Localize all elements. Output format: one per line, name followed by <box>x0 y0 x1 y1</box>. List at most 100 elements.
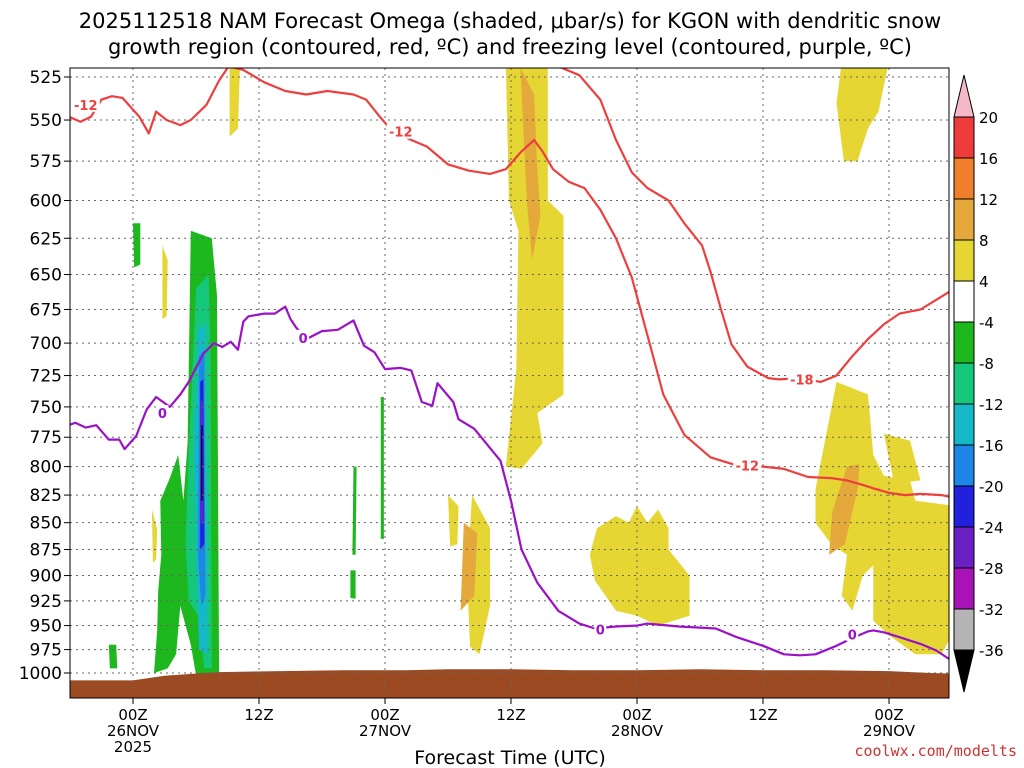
ytick-label-975: 975 <box>30 641 62 661</box>
contours <box>70 68 949 661</box>
y-axis: 525 550 575 600 625 650 675 700 725 750 775 800 825 8… <box>19 68 70 684</box>
ytick-label-700: 700 <box>30 334 62 354</box>
xtick-label-0-1: 00Z <box>118 706 147 724</box>
contour-label-4: 0 <box>158 407 167 422</box>
ytick-label-750: 750 <box>30 398 62 418</box>
plot-area: -12 -12 -18 -12 0 0 0 0 <box>69 67 950 699</box>
colorbar-swatch-10 <box>953 526 975 569</box>
ytick-label-525: 525 <box>30 68 62 88</box>
terrain <box>70 669 949 698</box>
xtick-label-48-2: 28NOV <box>611 722 664 740</box>
omega-region-neg36-25 <box>201 425 203 501</box>
contour-dgz_-12_upper <box>70 68 949 498</box>
ytick-label-875: 875 <box>30 540 62 560</box>
omega-region-4-8 <box>815 381 949 655</box>
colorbar-swatch-11 <box>953 567 975 610</box>
ytick-label-550: 550 <box>30 111 62 131</box>
colorbar-label-neg20: -20 <box>979 478 1004 496</box>
omega-region-8-10 <box>520 68 541 261</box>
contour-label-bg-0 <box>71 96 100 112</box>
ytick-label-725: 725 <box>30 367 62 387</box>
colorbar-swatch-4 <box>953 280 975 323</box>
omega-region-neg4-17 <box>352 466 357 555</box>
contour-label-bg-3 <box>733 457 762 473</box>
ytick-label-600: 600 <box>30 192 62 212</box>
colorbar-swatch-12 <box>953 608 975 651</box>
colorbar-label-4: 4 <box>979 273 989 291</box>
ytick-label-650: 650 <box>30 266 62 286</box>
xtick-label-24-1: 00Z <box>370 706 399 724</box>
contour-label-6: 0 <box>596 623 605 638</box>
xtick-label-72-1: 00Z <box>874 706 903 724</box>
ytick-label-950: 950 <box>30 617 62 637</box>
xtick-label-0-2: 26NOV <box>107 722 160 740</box>
ytick-label-625: 625 <box>30 229 62 249</box>
omega-region-8-11 <box>460 522 478 611</box>
contour-label-bg-1 <box>386 123 415 139</box>
terrain-surface <box>70 669 949 698</box>
xtick-label-72-2: 29NOV <box>863 722 916 740</box>
colorbar-label-neg32: -32 <box>979 601 1004 619</box>
omega-region-4-7 <box>836 68 888 162</box>
credit-text[interactable]: coolwx.com/modelts <box>854 742 1017 760</box>
omega-region-4-1 <box>162 245 168 319</box>
contour-label-5: 0 <box>299 332 308 347</box>
contour-dgz_-18 <box>559 68 949 383</box>
xtick-label-48-1: 00Z <box>622 706 651 724</box>
contour-label-bg-4 <box>156 405 169 421</box>
chart-title-line1: 2025112518 NAM Forecast Omega (shaded, μ… <box>79 9 941 33</box>
colorbar-label-neg12: -12 <box>979 396 1004 414</box>
colorbar-swatch-0 <box>953 116 975 159</box>
xtick-label-24-2: 27NOV <box>359 722 412 740</box>
ytick-label-900: 900 <box>30 567 62 587</box>
ytick-label-850: 850 <box>30 514 62 534</box>
colorbar-swatch-8 <box>953 444 975 487</box>
omega-region-8-12 <box>829 464 860 555</box>
ytick-label-575: 575 <box>30 152 62 172</box>
contour-label-7: 0 <box>848 628 857 643</box>
plot-frame <box>69 67 950 699</box>
colorbar-label-20: 20 <box>979 109 998 127</box>
colorbar-swatch-6 <box>953 362 975 405</box>
xtick-label-0-3: 2025 <box>114 738 152 756</box>
colorbar-swatch-7 <box>953 403 975 446</box>
colorbar: 20 16 12 8 4 -4 -8 -12 -16 -20 -24 -28 -32 -36 <box>953 74 1004 693</box>
contour-label-3: -12 <box>736 459 760 474</box>
colorbar-label-neg4: -4 <box>979 314 994 332</box>
xtick-label-36-1: 12Z <box>496 706 525 724</box>
chart-title-line2: growth region (contoured, red, ºC) and f… <box>108 35 912 59</box>
xtick-label-12-1: 12Z <box>244 706 273 724</box>
colorbar-bottom-arrow <box>953 649 975 693</box>
colorbar-swatch-3 <box>953 239 975 282</box>
omega-region-neg4-18 <box>380 397 384 539</box>
contour-label-2: -18 <box>790 373 814 388</box>
colorbar-swatch-1 <box>953 157 975 200</box>
x-axis-label: Forecast Time (UTC) <box>414 747 605 768</box>
colorbar-label-8: 8 <box>979 232 989 250</box>
colorbar-label-neg24: -24 <box>979 519 1004 537</box>
colorbar-swatch-5 <box>953 321 975 364</box>
xtick-label-60-1: 12Z <box>748 706 777 724</box>
contour-label-bg-2 <box>787 371 816 387</box>
colorbar-label-neg28: -28 <box>979 560 1004 578</box>
ytick-label-1000: 1000 <box>19 664 62 684</box>
omega-region-neg4-19 <box>350 570 356 599</box>
contour-fz_0 <box>70 305 949 661</box>
ytick-label-800: 800 <box>30 458 62 478</box>
contour-labels: -12 -12 -18 -12 0 0 0 0 <box>71 96 859 643</box>
contour-label-1: -12 <box>389 126 413 141</box>
contour-label-bg-5 <box>297 329 310 345</box>
omega-region-4-9 <box>883 433 921 484</box>
colorbar-label-neg36: -36 <box>979 642 1004 660</box>
omega-region-neg4-13 <box>133 223 141 268</box>
omega-region-neg4-14 <box>108 644 118 669</box>
omega-region-4-3 <box>448 495 459 547</box>
ytick-label-825: 825 <box>30 486 62 506</box>
colorbar-swatch-2 <box>953 198 975 241</box>
colorbar-swatch-9 <box>953 485 975 528</box>
omega-region-4-5 <box>505 68 564 469</box>
grid <box>70 68 949 698</box>
omega-region-4-0 <box>229 68 240 137</box>
